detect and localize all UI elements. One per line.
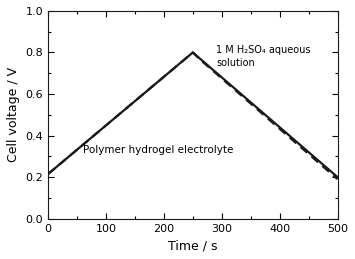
Y-axis label: Cell voltage / V: Cell voltage / V [7, 67, 20, 162]
X-axis label: Time / s: Time / s [168, 239, 218, 252]
Text: Polymer hydrogel electrolyte: Polymer hydrogel electrolyte [83, 145, 233, 155]
Text: 1 M H₂SO₄ aqueous
solution: 1 M H₂SO₄ aqueous solution [216, 45, 311, 68]
